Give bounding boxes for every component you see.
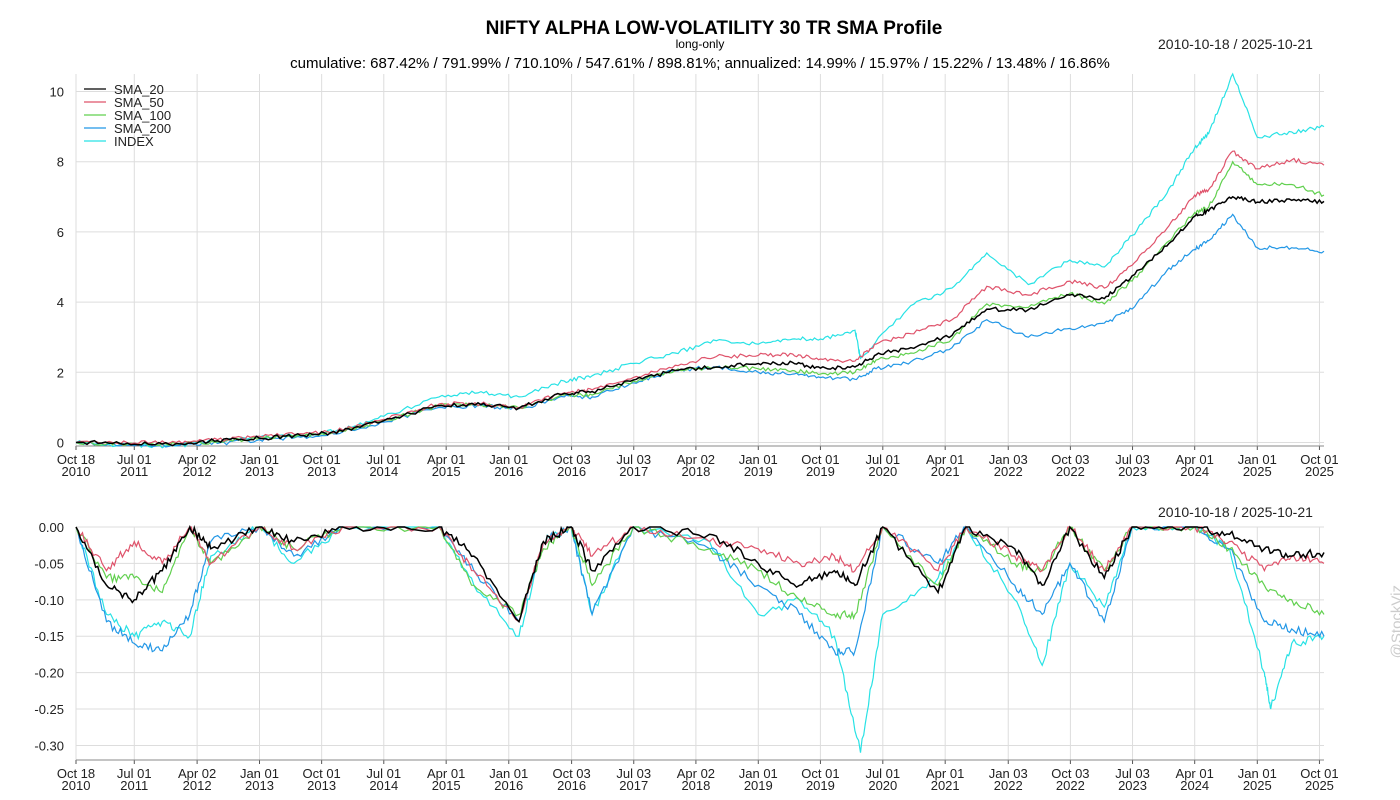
x-tick-label: Apr 01 2024 [1176,766,1214,793]
x-tick-label: Jul 01 2020 [865,766,900,793]
x-tick-label: Jan 01 2025 [1238,766,1277,793]
x-tick-label: Jul 03 2017 [616,452,651,479]
series-line-sma-200 [75,213,1325,448]
series-line-index [75,525,1325,753]
x-tick-label: Apr 01 2021 [926,452,964,479]
x-tick-label: Oct 18 2010 [57,452,95,479]
x-tick-label: Apr 01 2024 [1176,452,1214,479]
x-tick-label: Oct 01 2019 [801,452,839,479]
y-tick-label: 0 [57,435,64,450]
x-tick-label: Jan 01 2013 [240,766,279,793]
x-tick-label: Jul 01 2014 [366,766,401,793]
y-tick-label: 4 [57,295,64,310]
x-tick-label: Oct 03 2016 [552,452,590,479]
x-tick-label: Jul 03 2017 [616,766,651,793]
y-tick-label: 10 [50,85,64,100]
x-tick-label: Apr 01 2015 [427,766,465,793]
chart-title: NIFTY ALPHA LOW-VOLATILITY 30 TR SMA Pro… [485,18,943,39]
x-tick-label: Oct 03 2022 [1051,766,1089,793]
y-tick-label: 6 [57,225,64,240]
legend-label: SMA_100 [114,108,171,123]
y-tick-label: -0.10 [34,593,64,608]
y-tick-label: -0.30 [34,738,64,753]
x-tick-label: Jul 01 2011 [117,452,152,479]
x-tick-label: Apr 01 2021 [926,766,964,793]
date-range-bottom: 2010-10-18 / 2025-10-21 [1158,504,1313,520]
legend-label: SMA_200 [114,121,171,136]
series-line-sma-20 [75,195,1325,447]
x-tick-label: Oct 01 2019 [801,766,839,793]
x-tick-label: Oct 01 2013 [302,766,340,793]
series-line-sma-100 [75,525,1325,621]
performance-stats: cumulative: 687.42% / 791.99% / 710.10% … [290,55,1110,72]
x-tick-label: Jan 01 2013 [240,452,279,479]
x-tick-label: Apr 02 2018 [677,452,715,479]
x-tick-label: Jul 01 2011 [117,766,152,793]
x-tick-label: Oct 01 2025 [1300,452,1338,479]
x-tick-label: Oct 03 2016 [552,766,590,793]
x-tick-label: Jan 01 2025 [1238,452,1277,479]
x-tick-label: Apr 02 2012 [178,452,216,479]
x-tick-label: Jul 03 2023 [1115,452,1150,479]
legend-label: SMA_20 [114,82,164,97]
date-range-top: 2010-10-18 / 2025-10-21 [1158,36,1313,52]
x-tick-label: Jan 01 2019 [739,766,778,793]
series-line-sma-20 [75,524,1325,624]
series-line-sma-50 [75,150,1325,445]
x-tick-label: Jul 03 2023 [1115,766,1150,793]
x-tick-label: Oct 18 2010 [57,766,95,793]
x-tick-label: Oct 01 2013 [302,452,340,479]
series-line-sma-50 [75,525,1325,623]
x-tick-label: Jul 01 2014 [366,452,401,479]
legend-label: SMA_50 [114,95,164,110]
x-tick-label: Jan 01 2019 [739,452,778,479]
x-tick-label: Jan 01 2016 [489,766,528,793]
y-tick-label: 0.00 [39,520,64,535]
cumulative-panel: Oct 18 2010 Jul 01 2011 Apr 02 2012 Jan 01 2013… [50,72,1339,479]
y-tick-label: -0.05 [34,556,64,571]
x-tick-label: Jan 03 2022 [989,452,1028,479]
x-tick-label: Apr 02 2012 [178,766,216,793]
y-tick-label: 2 [57,365,64,380]
series-line-sma-200 [75,525,1325,657]
x-tick-label: Jul 01 2020 [865,452,900,479]
x-tick-label: Apr 01 2015 [427,452,465,479]
chart-subtitle: long-only [675,37,725,51]
x-tick-label: Jan 01 2016 [489,452,528,479]
y-tick-label: -0.15 [34,629,64,644]
y-tick-label: -0.20 [34,666,64,681]
y-tick-label: -0.25 [34,702,64,717]
series-line-index [75,72,1325,449]
y-tick-label: 8 [57,155,64,170]
drawdown-panel: Oct 18 2010 Jul 01 2011 Apr 02 2012 Jan 01 2013… [34,520,1338,793]
legend-label: INDEX [114,134,154,149]
x-tick-label: Oct 03 2022 [1051,452,1089,479]
x-tick-label: Oct 01 2025 [1300,766,1338,793]
x-tick-label: Apr 02 2018 [677,766,715,793]
x-tick-label: Jan 03 2022 [989,766,1028,793]
